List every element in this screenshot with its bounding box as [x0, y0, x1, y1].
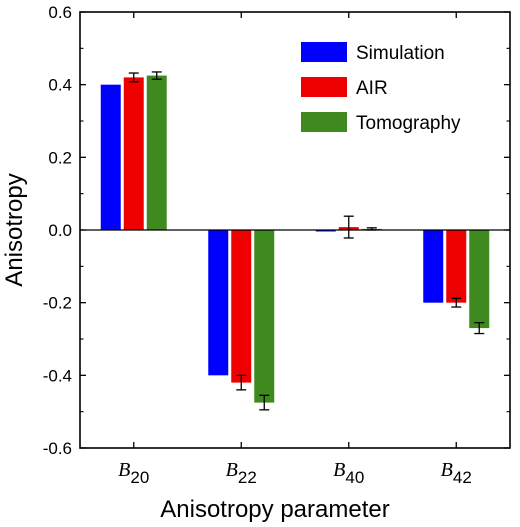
- bar-simulation-1: [100, 84, 121, 231]
- y-axis-title: Anisotropy: [1, 173, 28, 286]
- legend-item-simulation: Simulation: [301, 42, 445, 64]
- x-tick-label-1: B20: [118, 459, 149, 487]
- legend-item-air: AIR: [301, 77, 388, 99]
- y-tick-label: 0.4: [48, 76, 72, 95]
- bar-tomography-2: [254, 230, 275, 403]
- bar-air-4: [446, 230, 467, 303]
- plot-frame: [79, 11, 511, 449]
- y-tick-label: 0.6: [48, 3, 72, 22]
- error-bar-air-2: [236, 374, 247, 391]
- x-axis-title: Anisotropy parameter: [160, 496, 389, 523]
- error-bar-tomography-4: [474, 321, 485, 335]
- error-bar-tomography-1: [151, 71, 162, 80]
- legend-swatch-simulation: [301, 42, 347, 62]
- y-tick-label: -0.4: [43, 366, 72, 385]
- legend-label-air: AIR: [356, 78, 388, 99]
- legend-swatch-tomography: [301, 112, 347, 132]
- bar-tomography-1: [146, 75, 167, 230]
- bar-simulation-4: [423, 230, 444, 303]
- bar-tomography-4: [469, 230, 490, 329]
- error-bar-air-3: [343, 215, 354, 239]
- error-bar-air-1: [128, 72, 139, 83]
- bar-air-1: [123, 77, 144, 231]
- x-tick-label-4: B42: [441, 459, 472, 487]
- y-tick-label: -0.2: [43, 294, 72, 313]
- error-bar-air-4: [451, 297, 462, 308]
- legend-label-simulation: Simulation: [356, 43, 445, 64]
- bar-simulation-2: [208, 230, 229, 376]
- x-tick-label-2: B22: [226, 459, 257, 487]
- legend-item-tomography: Tomography: [301, 112, 461, 134]
- y-tick-label: 0.2: [48, 148, 72, 167]
- x-tick-label-3: B40: [333, 459, 364, 487]
- legend-label-tomography: Tomography: [356, 113, 461, 134]
- y-tick-label: 0.0: [48, 221, 72, 240]
- legend-swatch-air: [301, 77, 347, 97]
- bar-air-2: [231, 230, 252, 383]
- error-bar-tomography-2: [259, 394, 270, 411]
- bar-simulation-3: [315, 230, 336, 232]
- y-tick-label: -0.6: [43, 439, 72, 458]
